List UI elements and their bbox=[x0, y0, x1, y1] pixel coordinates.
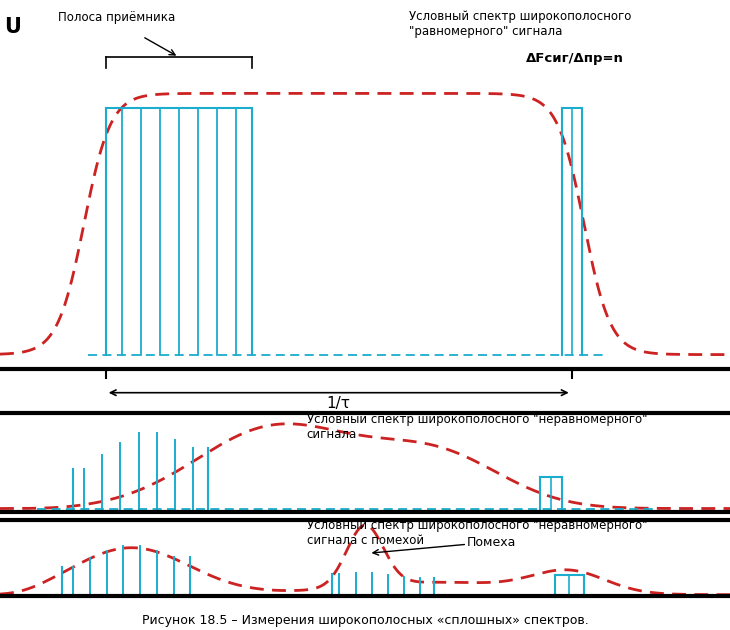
Text: Рисунок 18.5 – Измерения широкополосных «сплошных» спектров.: Рисунок 18.5 – Измерения широкополосных … bbox=[142, 614, 588, 627]
Text: ΔFсиг/Δпр=n: ΔFсиг/Δпр=n bbox=[526, 52, 623, 65]
Text: U: U bbox=[4, 17, 20, 37]
Text: Полоса приёмника: Полоса приёмника bbox=[58, 11, 176, 25]
Text: 1/τ: 1/τ bbox=[327, 396, 350, 411]
Text: Условный спектр широкополосного
"равномерного" сигнала: Условный спектр широкополосного "равноме… bbox=[409, 10, 631, 38]
Text: Помеха: Помеха bbox=[467, 536, 517, 549]
Text: Условный спектр широкополосного "неравномерного"
сигнала с помехой: Условный спектр широкополосного "неравно… bbox=[307, 518, 647, 547]
Text: Условный спектр широкополосного "неравномерного"
сигнала: Условный спектр широкополосного "неравно… bbox=[307, 413, 647, 440]
